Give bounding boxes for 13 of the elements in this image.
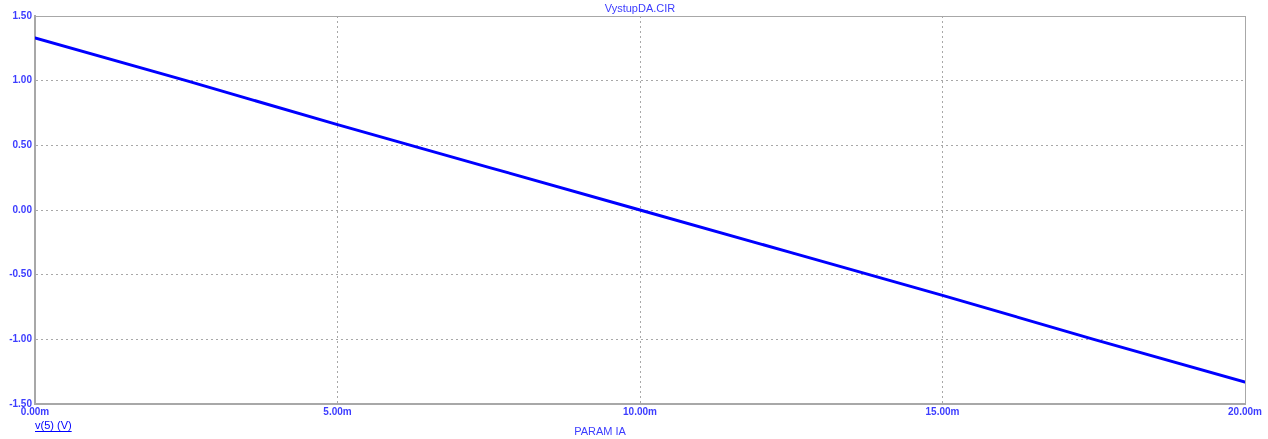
y-tick-label: 0.00 — [12, 203, 33, 215]
y-tick-label: -1.00 — [9, 333, 33, 345]
x-tick-label: 10.00m — [623, 405, 658, 417]
y-tick-label: 0.50 — [12, 139, 33, 151]
chart-title: VystupDA.CIR — [604, 1, 676, 14]
x-tick-label: 5.00m — [323, 405, 352, 417]
x-tick-label: 15.00m — [925, 405, 960, 417]
x-axis-title: PARAM IA — [574, 424, 627, 437]
text: v(5) (V) — [35, 419, 72, 431]
y-tick-label: 1.50 — [12, 9, 33, 21]
y-tick-label: -0.50 — [9, 268, 33, 280]
y-tick-label: 1.00 — [12, 74, 33, 86]
x-tick-label: 20.00m — [1228, 405, 1263, 417]
